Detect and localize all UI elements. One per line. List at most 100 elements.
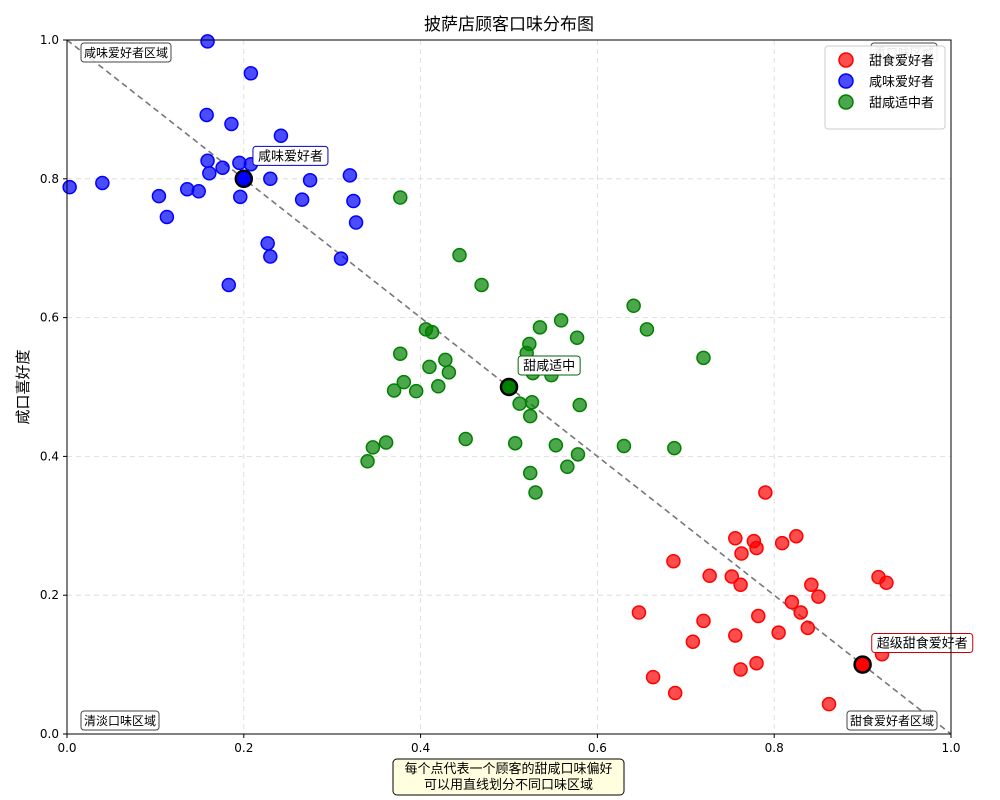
annotation-box [252,145,329,166]
data-point [696,350,711,366]
x-tick-label: 0.0 [57,741,76,755]
data-point [342,168,358,183]
data-point [572,397,587,413]
region-box [80,42,172,63]
data-point [386,383,402,398]
data-point [528,485,543,500]
data-point [749,655,764,671]
data-point [365,440,381,455]
data-point [631,605,647,620]
data-point [260,236,275,251]
data-point [263,171,278,187]
data-point [202,165,217,181]
y-tick-label: 0.8 [40,172,59,186]
highlighted-point [234,169,254,189]
legend-marker [838,52,854,68]
data-point [532,320,548,335]
data-point [667,685,683,701]
legend-marker [838,94,854,110]
data-point [441,365,457,380]
data-point [685,634,701,649]
highlighted-point [853,655,872,674]
x-tick-label: 0.6 [588,741,607,755]
footer-line: 可以用直线划分不同口味区域 [424,778,593,793]
data-point [666,553,681,569]
region-label: 甜食爱好者区域 [850,713,934,728]
data-point [263,249,278,264]
data-point [452,247,467,263]
data-point [645,669,661,685]
data-point [221,277,237,293]
data-point [424,324,440,340]
data-point [570,447,586,462]
region-box [846,710,938,731]
data-point [458,431,473,447]
legend-label: 甜咸适中者 [869,95,934,111]
data-point [151,188,167,204]
data-point [733,662,748,677]
data-point [62,179,77,195]
data-point [811,589,826,604]
data-point [215,160,230,175]
data-point [159,209,175,225]
data-point [200,153,215,169]
y-axis-label: 咸口喜好度 [14,349,32,424]
data-point [348,215,364,230]
footer-line: 每个点代表一个顾客的甜咸口味偏好 [404,761,612,777]
data-point [702,568,717,584]
data-point [560,459,575,475]
data-point [821,696,837,712]
annotation-label: 超级甜食爱好者 [877,636,968,652]
data-point [548,438,564,453]
data-point [474,277,489,293]
y-tick-label: 0.6 [40,311,59,325]
y-tick-label: 0.4 [40,449,59,463]
data-point [512,396,527,411]
data-point [800,620,816,636]
data-point [728,628,743,643]
data-point [408,383,424,399]
data-point [696,613,711,629]
data-point [360,454,375,469]
footer-box [392,758,625,796]
data-point [522,465,538,481]
data-point [804,577,819,593]
data-point [243,66,259,81]
data-point [879,575,894,590]
data-point [95,175,110,191]
data-point [749,540,764,556]
data-point [333,251,349,266]
legend-box [824,45,946,130]
annotation-box [871,633,974,654]
data-point [191,184,206,199]
data-point [224,116,239,132]
data-point [728,531,743,546]
series-1 [62,34,364,293]
annotation-box [517,355,581,376]
region-box [80,710,160,731]
data-point [569,330,585,345]
data-point [793,605,808,620]
data-point [616,438,632,454]
series-2 [360,190,711,500]
legend-marker [838,73,854,89]
data-point [396,374,412,390]
data-point [724,569,740,584]
data-point [758,485,773,500]
data-point [522,408,538,424]
data-point [524,395,540,410]
data-point [733,577,748,593]
chart-title: 披萨店顾客口味分布图 [424,15,594,35]
data-point [784,594,800,610]
x-tick-label: 0.8 [765,741,784,755]
region-label: 咸味爱好者区域 [84,46,168,60]
x-tick-label: 0.2 [234,741,253,755]
data-point [233,189,248,205]
y-tick-label: 0.0 [40,727,59,741]
x-tick-label: 0.4 [411,741,430,755]
data-points [62,34,894,712]
highlighted-point [499,377,519,397]
